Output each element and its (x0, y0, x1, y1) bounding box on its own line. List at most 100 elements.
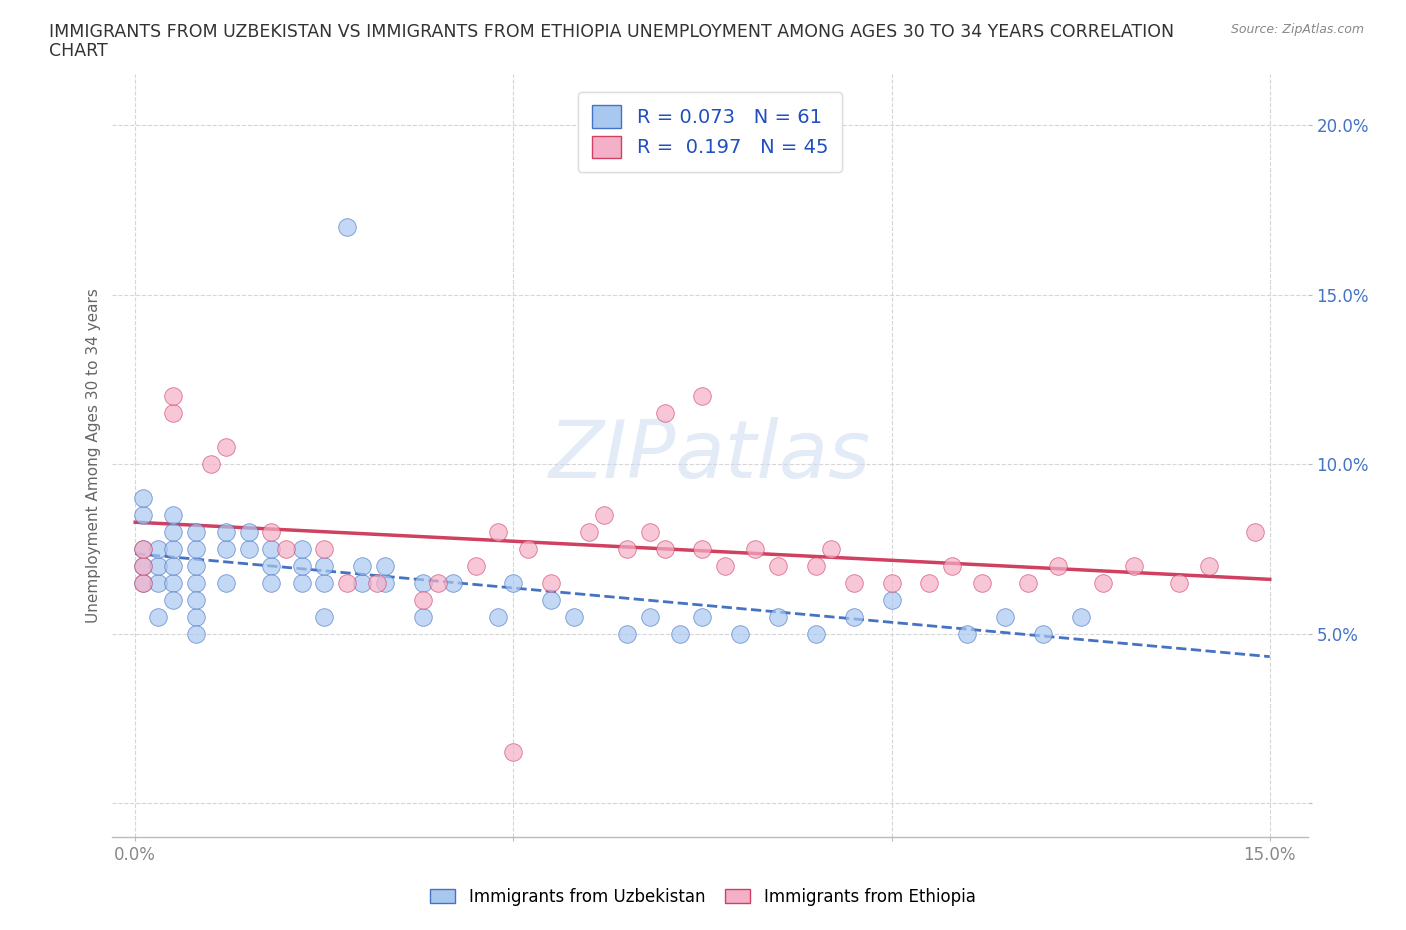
Point (502, 576, 524, 591)
Point (162, 525, 184, 539)
Point (1168, 576, 1191, 591)
Point (146, 609, 169, 624)
Point (215, 576, 238, 591)
Point (540, 576, 562, 591)
Point (200, 457, 222, 472)
Point (238, 541, 260, 556)
Point (184, 576, 207, 591)
Point (314, 558, 336, 573)
Point (132, 541, 155, 556)
Point (502, 745, 524, 760)
Point (184, 525, 207, 539)
Point (184, 558, 207, 573)
Point (880, 592, 903, 607)
Point (132, 508, 155, 523)
Point (132, 541, 155, 556)
Point (132, 576, 155, 591)
Point (842, 609, 865, 624)
Point (766, 609, 789, 624)
Point (540, 592, 562, 607)
Point (1092, 576, 1115, 591)
Point (804, 558, 827, 573)
Y-axis label: Unemployment Among Ages 30 to 34 years: Unemployment Among Ages 30 to 34 years (86, 288, 101, 623)
Point (162, 576, 184, 591)
Point (441, 576, 464, 591)
Point (517, 541, 540, 556)
Point (668, 626, 690, 641)
Point (146, 541, 169, 556)
Point (1046, 558, 1069, 573)
Point (366, 576, 388, 591)
Point (184, 541, 207, 556)
Point (336, 576, 359, 591)
Point (638, 609, 661, 624)
Point (880, 576, 903, 591)
Point (314, 541, 336, 556)
Point (1032, 626, 1054, 641)
Point (941, 558, 963, 573)
Text: ZIPatlas: ZIPatlas (548, 417, 872, 495)
Point (464, 558, 486, 573)
Point (314, 576, 336, 591)
Text: Source: ZipAtlas.com: Source: ZipAtlas.com (1230, 23, 1364, 36)
Point (336, 219, 359, 234)
Point (804, 626, 827, 641)
Point (562, 609, 585, 624)
Point (352, 576, 374, 591)
Point (593, 508, 616, 523)
Point (238, 525, 260, 539)
Point (412, 609, 434, 624)
Point (714, 558, 737, 573)
Point (1198, 558, 1220, 573)
Point (1017, 576, 1039, 591)
Point (132, 576, 155, 591)
Point (956, 626, 979, 641)
Point (352, 558, 374, 573)
Point (215, 541, 238, 556)
Point (260, 558, 283, 573)
Point (374, 576, 396, 591)
Point (486, 525, 509, 539)
Point (820, 541, 842, 556)
Point (290, 541, 312, 556)
Point (412, 592, 434, 607)
Point (162, 592, 184, 607)
Point (616, 626, 638, 641)
Point (184, 609, 207, 624)
Point (162, 405, 184, 420)
Point (260, 576, 283, 591)
Point (994, 609, 1017, 624)
Point (654, 405, 676, 420)
Point (260, 541, 283, 556)
Point (290, 576, 312, 591)
Point (132, 558, 155, 573)
Point (215, 440, 238, 455)
Point (374, 558, 396, 573)
Point (162, 389, 184, 404)
Legend: R = 0.073   N = 61, R =  0.197   N = 45: R = 0.073 N = 61, R = 0.197 N = 45 (578, 92, 842, 172)
Point (972, 576, 994, 591)
Point (692, 541, 714, 556)
Point (692, 389, 714, 404)
Point (184, 626, 207, 641)
Point (692, 609, 714, 624)
Point (162, 541, 184, 556)
Point (1243, 525, 1265, 539)
Point (215, 525, 238, 539)
Point (162, 558, 184, 573)
Point (146, 558, 169, 573)
Legend: Immigrants from Uzbekistan, Immigrants from Ethiopia: Immigrants from Uzbekistan, Immigrants f… (423, 881, 983, 912)
Point (184, 592, 207, 607)
Point (1122, 558, 1144, 573)
Point (842, 576, 865, 591)
Point (766, 558, 789, 573)
Point (132, 558, 155, 573)
Point (616, 541, 638, 556)
Point (314, 609, 336, 624)
Point (578, 525, 600, 539)
Point (290, 558, 312, 573)
Point (162, 508, 184, 523)
Point (1070, 609, 1092, 624)
Point (426, 576, 449, 591)
Point (260, 525, 283, 539)
